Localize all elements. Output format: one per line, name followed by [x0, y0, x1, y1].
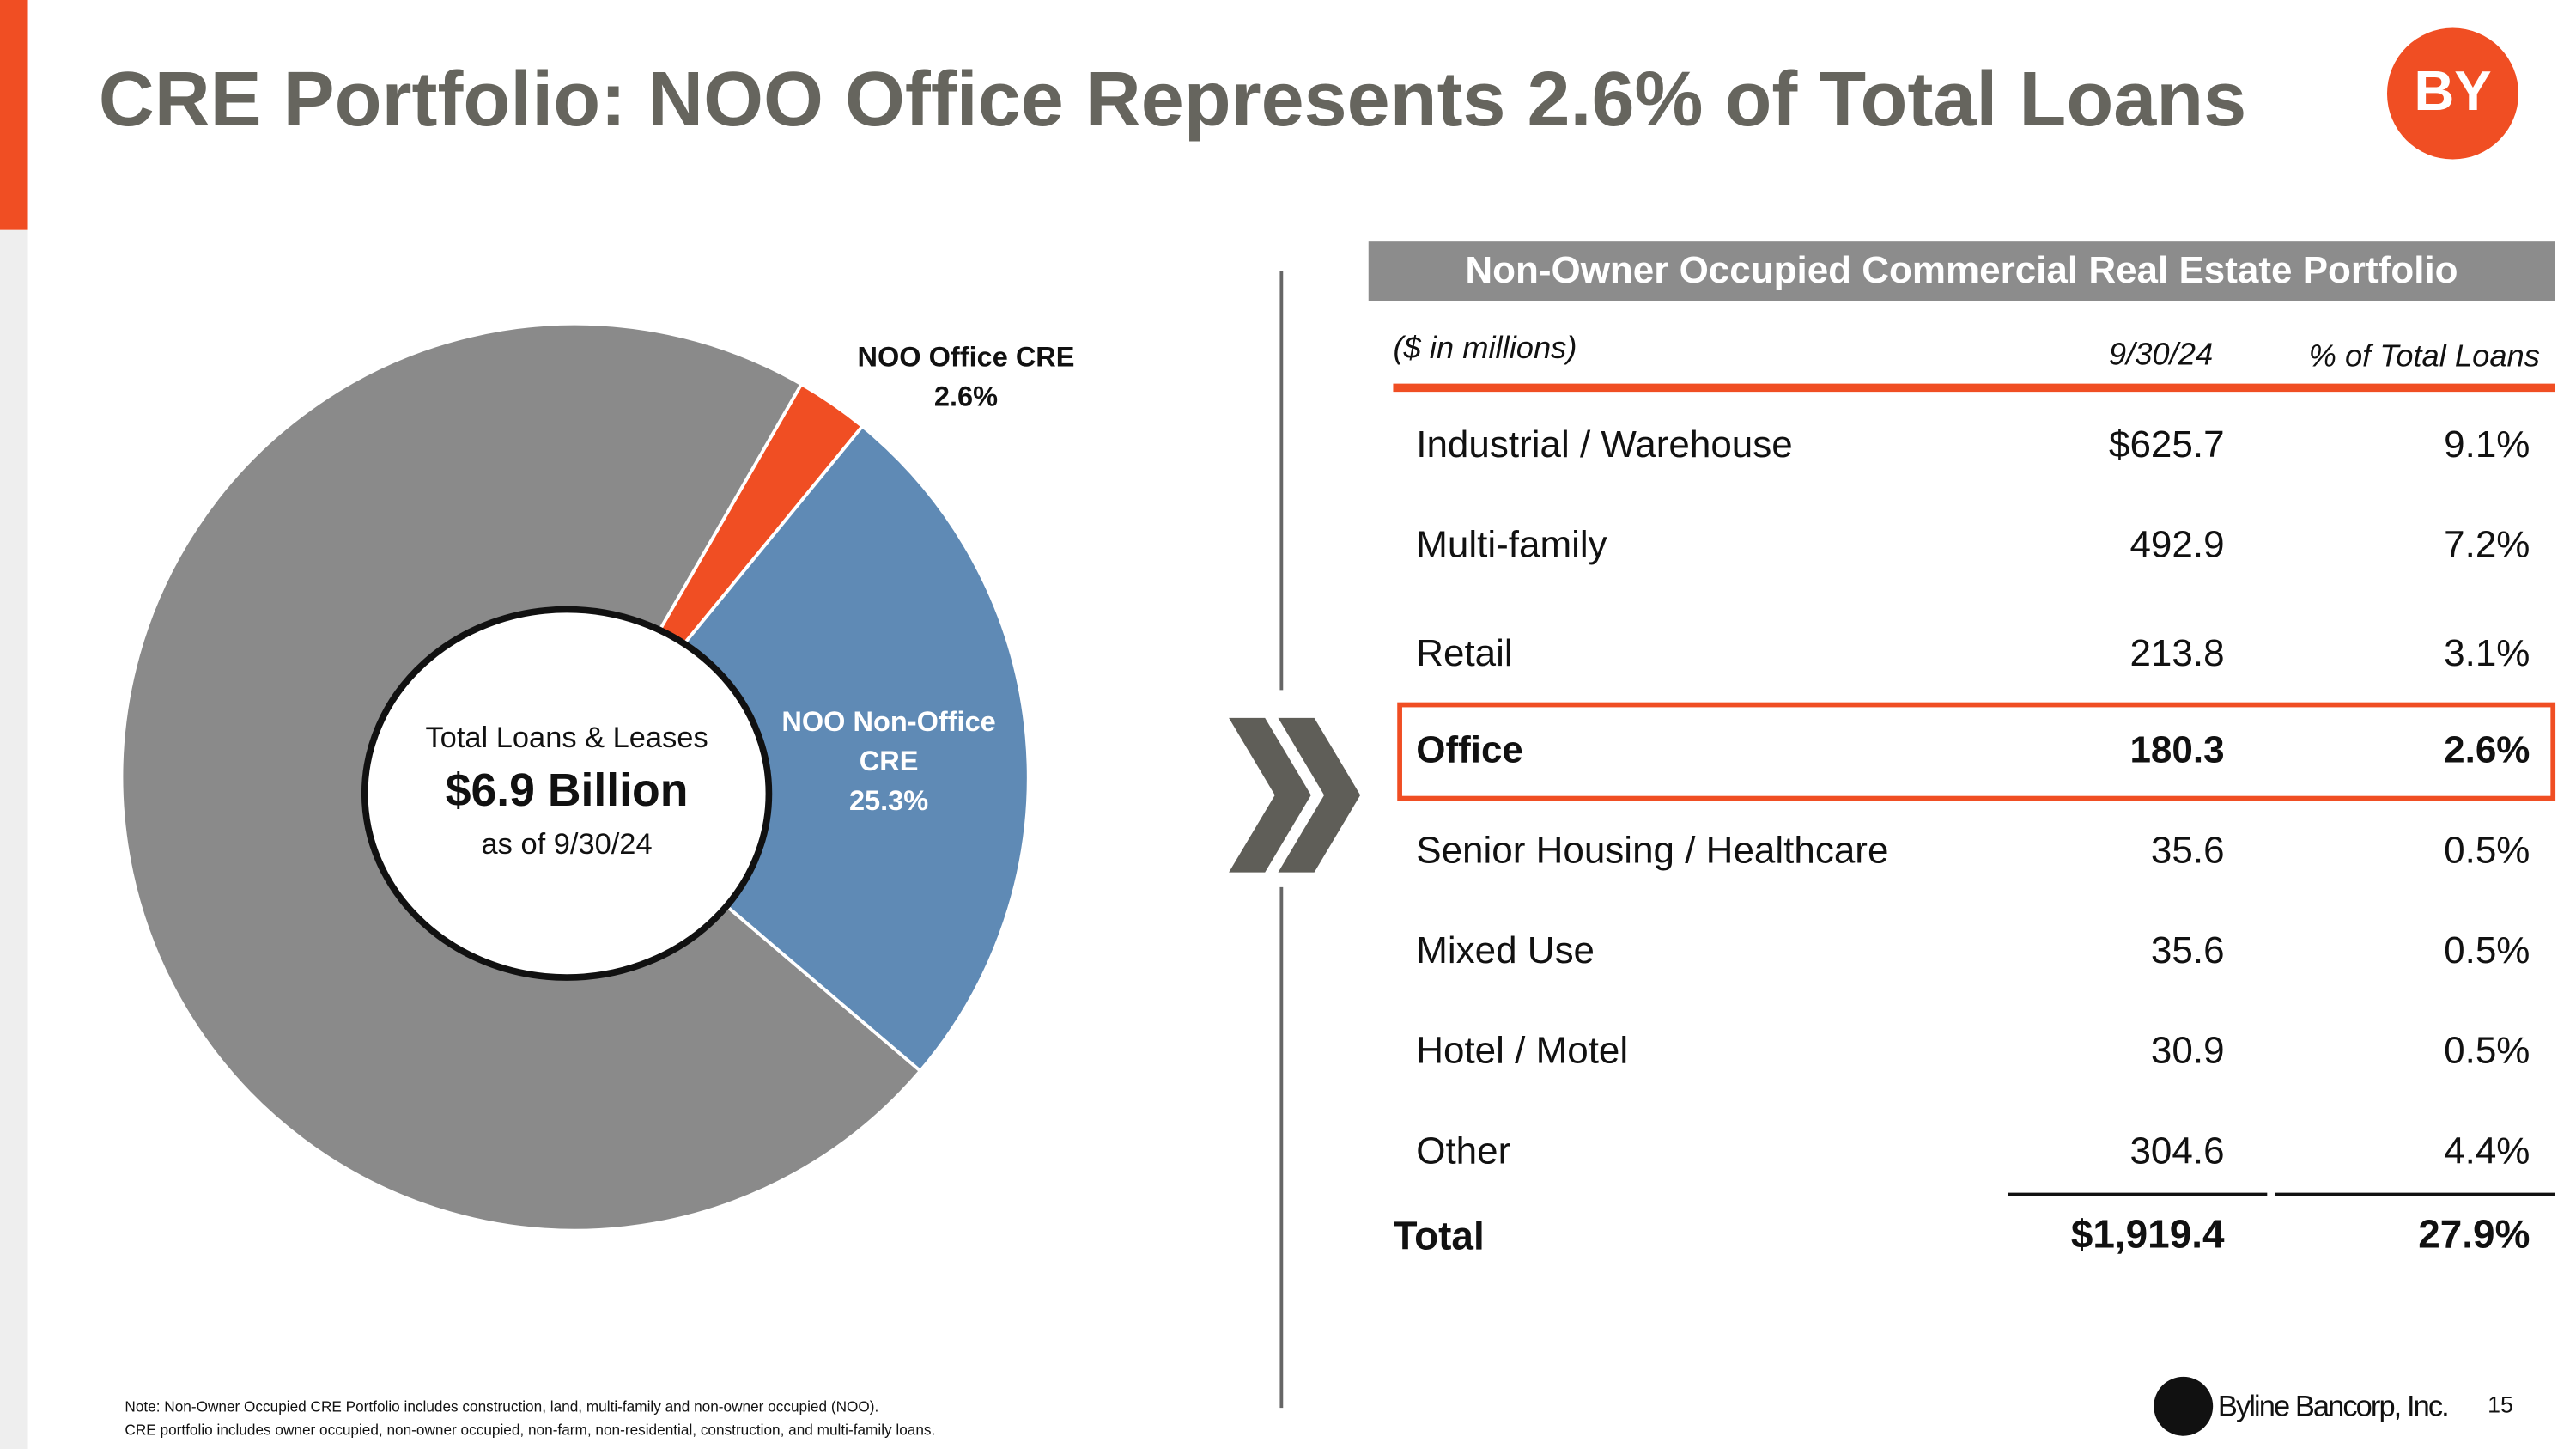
row-value: 35.6	[2151, 929, 2225, 971]
row-pct: 0.5%	[2444, 929, 2530, 971]
row-label: Other	[1416, 1129, 1510, 1172]
row-value: $625.7	[2109, 423, 2225, 466]
side-strip	[0, 229, 28, 1449]
row-pct: 2.6%	[2444, 729, 2530, 771]
row-value: 304.6	[2129, 1129, 2224, 1172]
chevron	[1229, 717, 1311, 873]
slice-name: NOO Office CRE	[857, 341, 1075, 374]
logo-text: BY	[2414, 59, 2491, 122]
center-caption: Total Loans & Leases	[425, 721, 708, 754]
row-label: Industrial / Warehouse	[1416, 423, 1793, 466]
center-date: as of 9/30/24	[482, 828, 653, 861]
highlight-box	[1397, 702, 2556, 801]
accent-bar	[0, 0, 28, 230]
total-label: Total	[1393, 1213, 1484, 1257]
company-name: Byline Bancorp, Inc.	[2218, 1390, 2448, 1422]
row-pct: 3.1%	[2444, 632, 2530, 674]
non-office-label: NOO Non-Office CRE 25.3%	[766, 703, 1012, 822]
row-pct: 7.2%	[2444, 524, 2530, 566]
row-value: 180.3	[2129, 729, 2224, 771]
column-header: 9/30/24	[2109, 337, 2213, 372]
total-value: $1,919.4	[2071, 1211, 2225, 1256]
row-value: 213.8	[2129, 632, 2224, 674]
pie-slice	[572, 423, 1030, 1074]
note: CRE portfolio includes owner occupied, n…	[125, 1422, 935, 1439]
page-number: 15	[2488, 1391, 2513, 1417]
column-header: % of Total Loans	[2309, 338, 2540, 374]
table-body: Industrial / Warehouse $625.7 9.1% Multi-fa…	[1416, 423, 2530, 1172]
chevron	[1278, 717, 1361, 873]
slide-title: CRE Portfolio: NOO Office Represents 2.6…	[99, 57, 2246, 143]
slice-value-label: 25.3%	[848, 785, 929, 817]
row-value: 35.6	[2151, 829, 2225, 871]
office-label: NOO Office CRE 2.6%	[818, 338, 1114, 417]
label-box: NOO Non-Office CRE 25.3%	[766, 703, 1012, 822]
row-pct: 9.1%	[2444, 423, 2530, 466]
table-header-bg	[1368, 241, 2555, 301]
row-pct: 0.5%	[2444, 829, 2530, 871]
row-value: 30.9	[2151, 1030, 2225, 1072]
row-label: Retail	[1416, 632, 1512, 674]
label-box: NOO Office CRE 2.6%	[818, 338, 1114, 417]
column-header: ($ in millions)	[1393, 330, 1577, 365]
row-value: 492.9	[2129, 524, 2224, 566]
row-label: Multi-family	[1416, 524, 1607, 566]
total-pct: 27.9%	[2418, 1211, 2530, 1256]
center-total: $6.9 Billion	[446, 765, 689, 816]
pie-hole	[361, 606, 773, 981]
row-label: Senior Housing / Healthcare	[1416, 829, 1888, 871]
row-pct: 0.5%	[2444, 1030, 2530, 1072]
logo-circle	[2386, 27, 2519, 160]
slice-value-label: 2.6%	[933, 381, 999, 413]
note: Note: Non-Owner Occupied CRE Portfolio i…	[125, 1398, 878, 1416]
row-label: Hotel / Motel	[1416, 1030, 1628, 1072]
slice-name: NOO Non-Office CRE	[781, 706, 996, 777]
row-label: Mixed Use	[1416, 929, 1595, 971]
footer-logo	[2154, 1376, 2214, 1436]
table-title: Non-Owner Occupied Commercial Real Estat…	[1465, 249, 2458, 291]
row-label: Office	[1416, 729, 1523, 771]
row-pct: 4.4%	[2444, 1129, 2530, 1172]
